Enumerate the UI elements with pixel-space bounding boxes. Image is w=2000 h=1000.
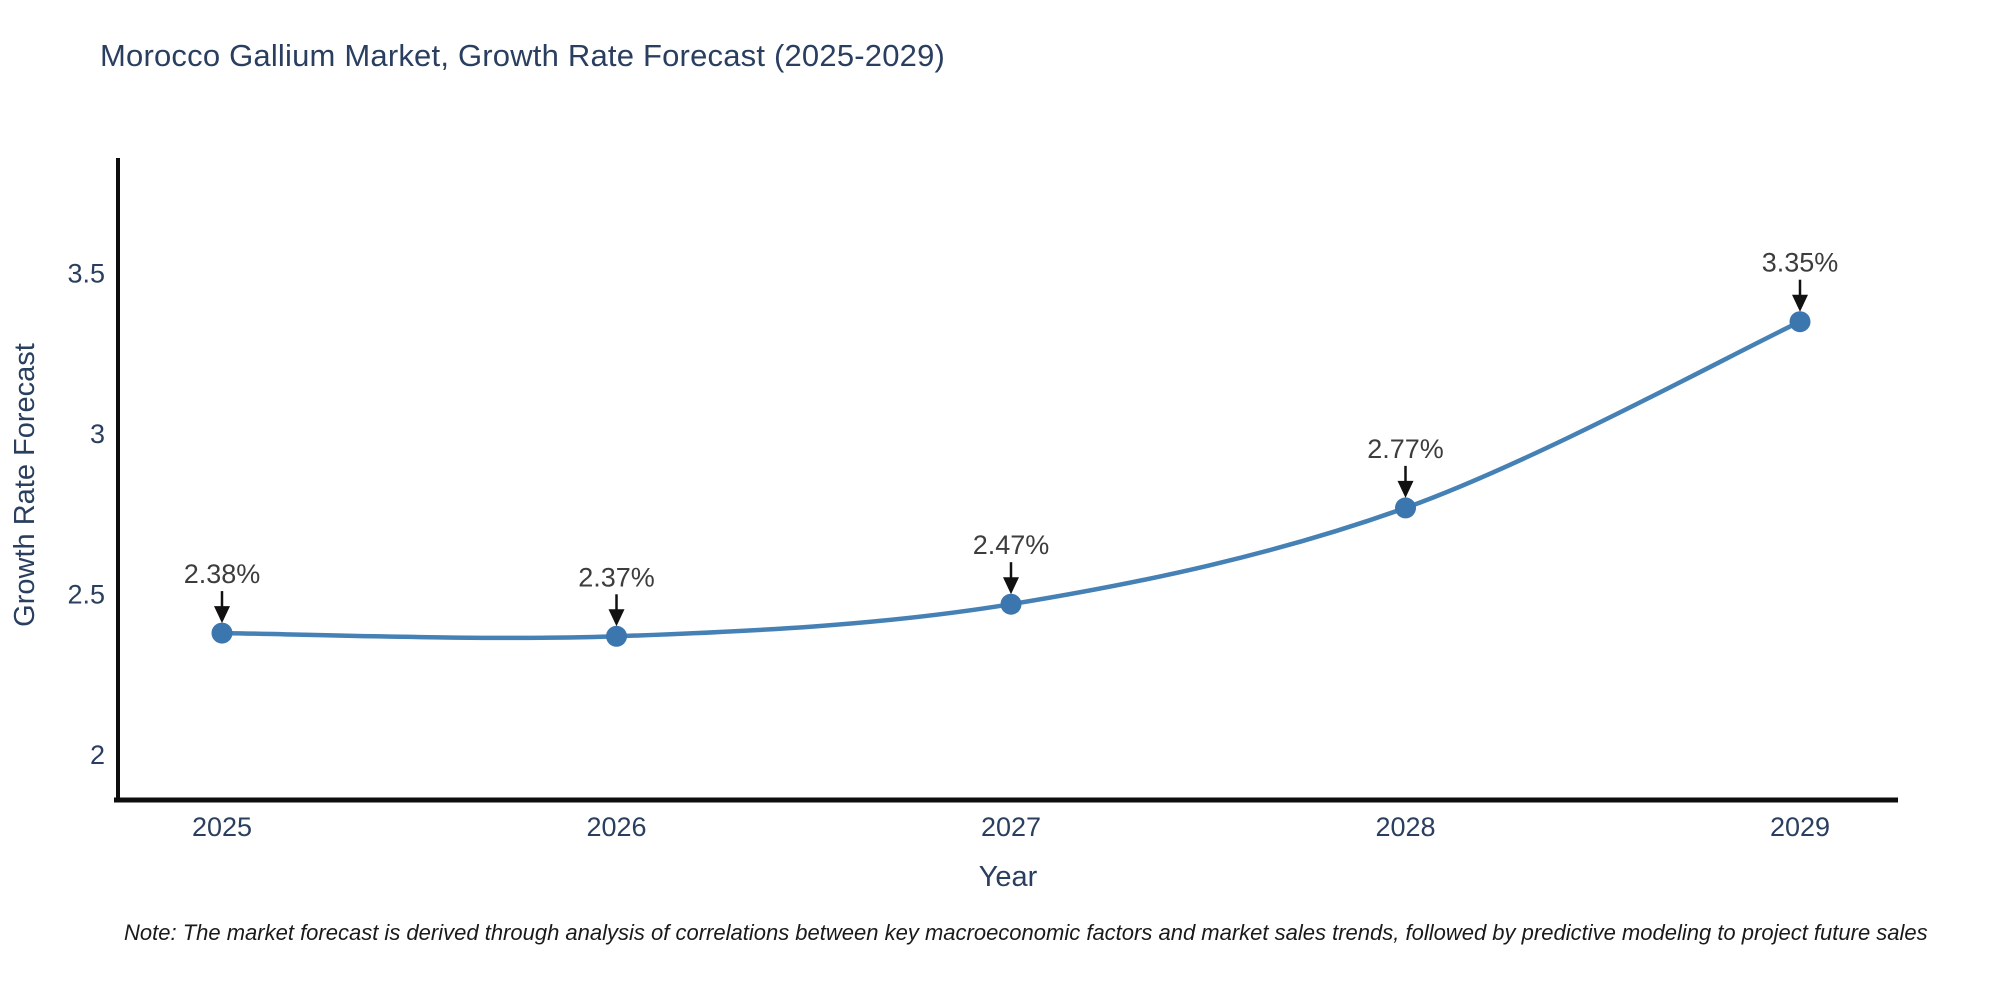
x-tick-label: 2025 <box>192 812 252 842</box>
data-point-label: 2.47% <box>973 530 1050 560</box>
data-point-marker <box>1000 593 1022 615</box>
annotation-arrowhead-icon <box>1397 480 1414 498</box>
annotation-arrowhead-icon <box>214 606 230 624</box>
data-point-label: 2.77% <box>1367 434 1444 464</box>
annotation-arrowhead-icon <box>608 609 625 627</box>
y-tick-label: 3.5 <box>67 259 105 289</box>
data-point-marker <box>1789 311 1811 333</box>
x-tick-label: 2029 <box>1770 812 1830 842</box>
data-point-label: 2.38% <box>184 559 261 589</box>
data-point-marker <box>1395 497 1416 519</box>
y-axis-title: Growth Rate Forecast <box>9 343 41 627</box>
data-point-label: 2.37% <box>578 562 655 592</box>
x-tick-label: 2027 <box>981 812 1041 842</box>
x-tick-label: 2028 <box>1375 812 1435 842</box>
chart-title: Morocco Gallium Market, Growth Rate Fore… <box>100 38 946 73</box>
y-tick-label: 3 <box>90 419 105 449</box>
annotation-arrowhead-icon <box>1792 294 1808 312</box>
data-point-label: 3.35% <box>1762 248 1839 278</box>
data-point-marker <box>606 625 627 647</box>
annotation-arrowhead-icon <box>1003 577 1019 595</box>
y-tick-label: 2 <box>90 740 105 770</box>
x-axis-title: Year <box>979 861 1038 893</box>
data-point-marker <box>211 622 233 644</box>
y-tick-label: 2.5 <box>67 580 105 610</box>
x-tick-label: 2026 <box>586 812 646 842</box>
footnote-text: Note: The market forecast is derived thr… <box>124 920 1928 945</box>
